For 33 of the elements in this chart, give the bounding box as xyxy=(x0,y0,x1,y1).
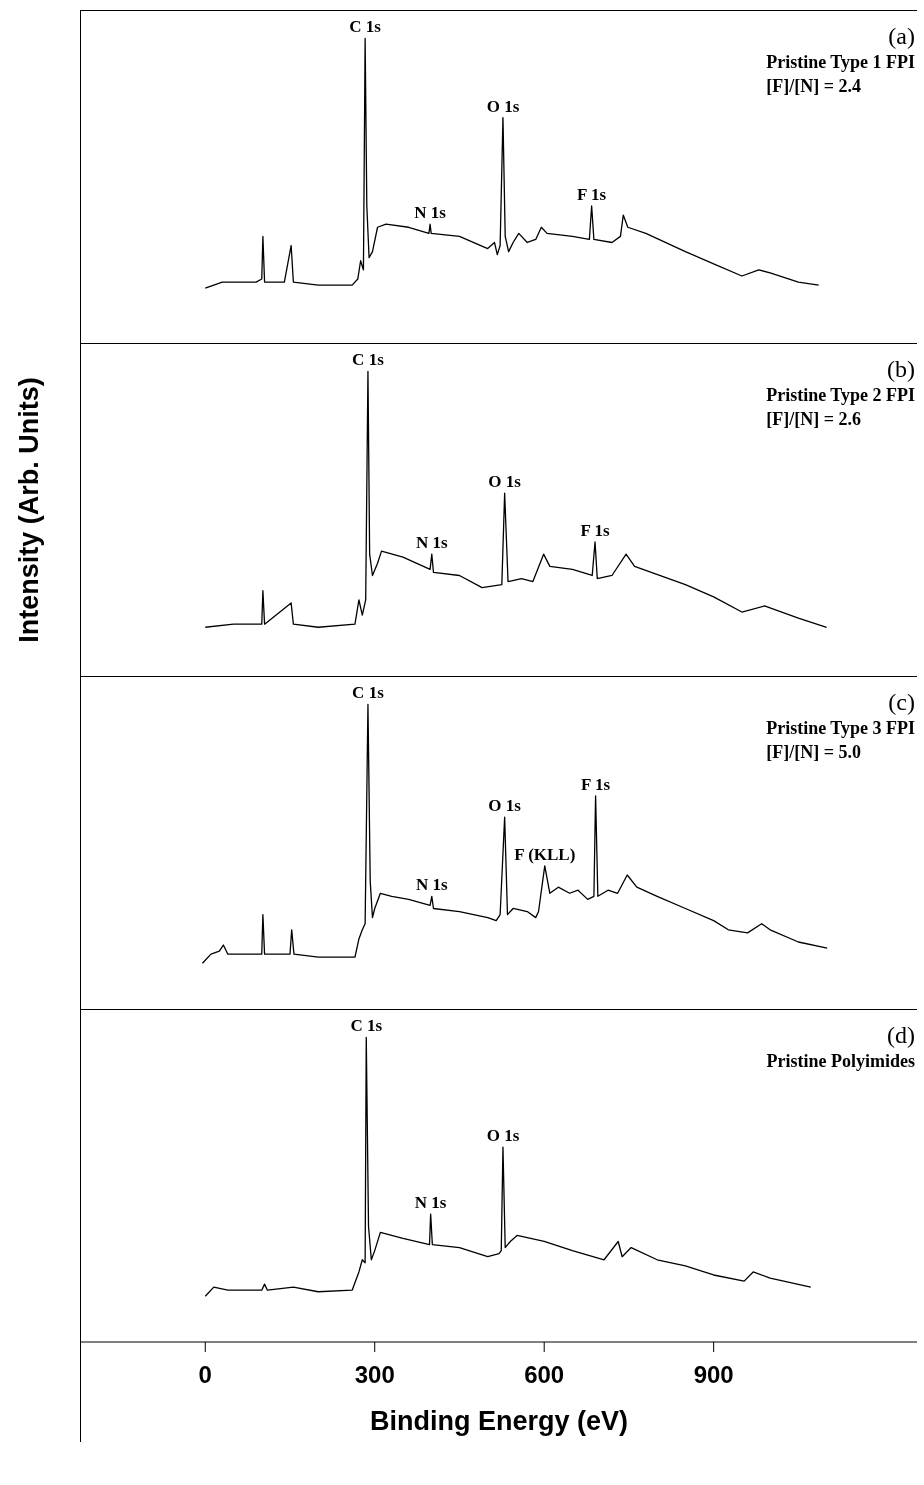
annotation: C 1s xyxy=(349,17,382,37)
annotation: [F]/[N] = 2.6 xyxy=(766,408,862,431)
annotation: F (KLL) xyxy=(514,844,576,864)
annotation: F 1s xyxy=(577,184,607,204)
annotation: F 1s xyxy=(580,520,610,540)
annotation: N 1s xyxy=(415,533,448,553)
annotation: N 1s xyxy=(414,203,447,223)
annotation: (d) xyxy=(886,1022,915,1049)
annotation: [F]/[N] = 2.4 xyxy=(766,75,862,98)
annotation: O 1s xyxy=(488,796,522,816)
annotation: [F]/[N] = 5.0 xyxy=(766,741,862,764)
annotation: Pristine Type 1 FPI xyxy=(766,51,915,74)
x-axis-title: Binding Energy (eV) xyxy=(369,1406,629,1436)
annotation: C 1s xyxy=(352,683,385,703)
x-tick-label: 600 xyxy=(524,1361,565,1389)
annotation: Pristine Polyimides xyxy=(766,1050,915,1073)
x-tick-label: 900 xyxy=(693,1361,734,1389)
annotation: C 1s xyxy=(350,1016,383,1036)
annotation: (c) xyxy=(887,689,915,716)
annotation: O 1s xyxy=(486,1126,520,1146)
annotation: O 1s xyxy=(488,472,522,492)
annotation: Pristine Type 2 FPI xyxy=(766,384,915,407)
annotation: C 1s xyxy=(352,350,385,370)
annotation: (a) xyxy=(887,23,915,50)
annotation: Pristine Type 3 FPI xyxy=(766,717,915,740)
y-axis-title: Intensity (Arb. Units) xyxy=(13,377,45,643)
annotation: (b) xyxy=(886,356,915,383)
annotation: F 1s xyxy=(581,774,611,794)
annotation: N 1s xyxy=(414,1193,447,1213)
annotation: O 1s xyxy=(486,96,520,116)
annotation: N 1s xyxy=(415,875,448,895)
x-tick-label: 0 xyxy=(198,1361,212,1389)
x-tick-label: 300 xyxy=(354,1361,395,1389)
